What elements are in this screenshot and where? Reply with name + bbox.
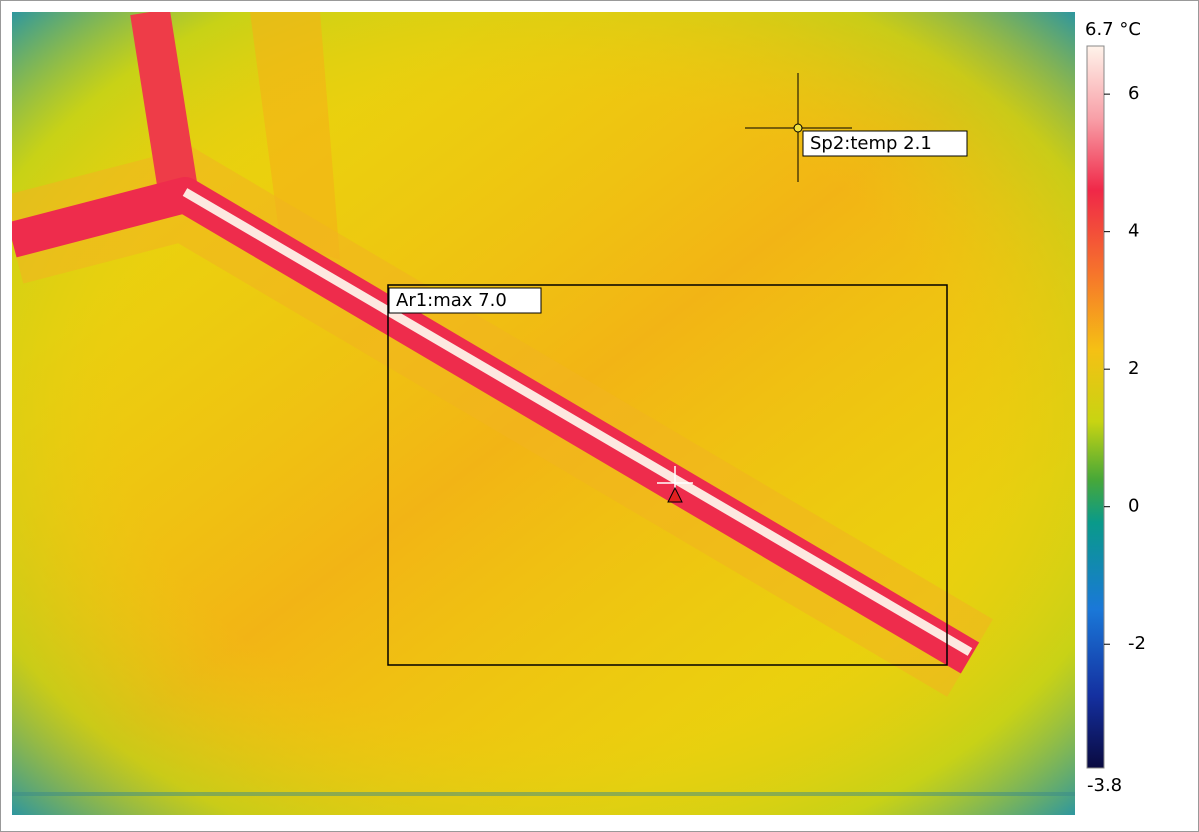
tick-label: 4 [1128,221,1139,242]
tick-label: -2 [1128,633,1146,654]
tick-label: 0 [1128,496,1139,517]
tick-label: 2 [1128,358,1139,379]
spot-label-box [802,130,968,157]
max-marker [657,466,693,503]
scale-ticks: 6 4 2 0 -2 [1104,83,1146,654]
scale-min-label: -3.8 [1087,775,1122,796]
tick-label: 6 [1128,83,1139,104]
spot-marker [745,73,852,182]
scale-max-label: 6.7 °C [1085,19,1141,40]
spot-label: Sp2:temp 2.1 [810,133,932,154]
thermal-image [12,12,1075,815]
area-box [387,284,948,666]
area-label-box [388,287,542,314]
color-scale [1086,45,1105,769]
area-label: Ar1:max 7.0 [396,290,507,311]
